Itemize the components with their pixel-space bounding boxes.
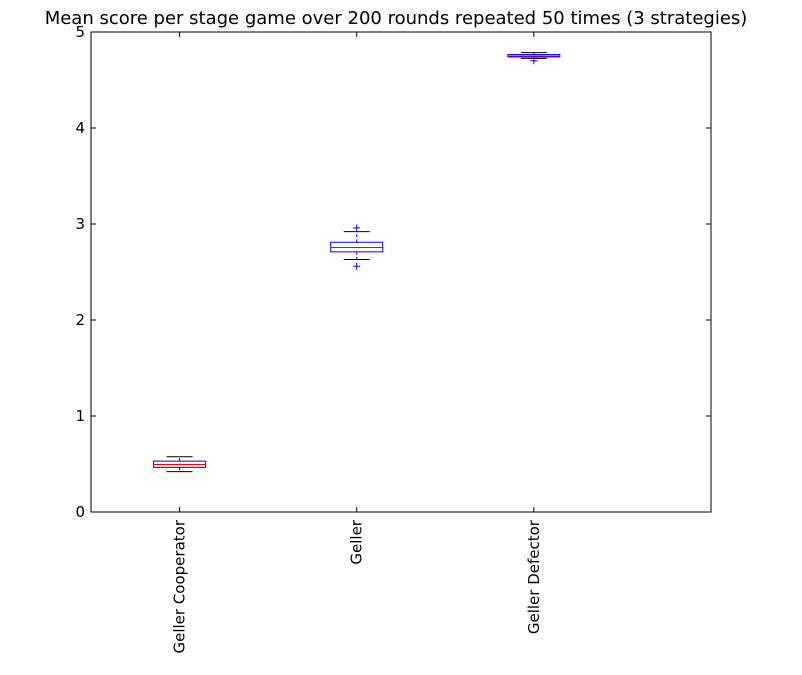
chart-title: Mean score per stage game over 200 round… bbox=[45, 8, 748, 29]
flier-point bbox=[353, 224, 361, 232]
y-tick-label: 3 bbox=[75, 215, 85, 233]
plot-area bbox=[90, 31, 712, 513]
flier-point bbox=[530, 57, 538, 65]
x-tick-label: Geller bbox=[348, 519, 366, 564]
y-tick-label: 1 bbox=[75, 407, 85, 425]
y-tick-label: 5 bbox=[75, 23, 85, 41]
y-tick-label: 0 bbox=[75, 503, 85, 521]
y-tick-label: 2 bbox=[75, 311, 85, 329]
y-tick-label: 4 bbox=[75, 119, 85, 137]
flier-point bbox=[353, 262, 361, 270]
x-tick-label: Geller Cooperator bbox=[171, 519, 189, 653]
x-tick-label: Geller Defector bbox=[525, 519, 543, 634]
